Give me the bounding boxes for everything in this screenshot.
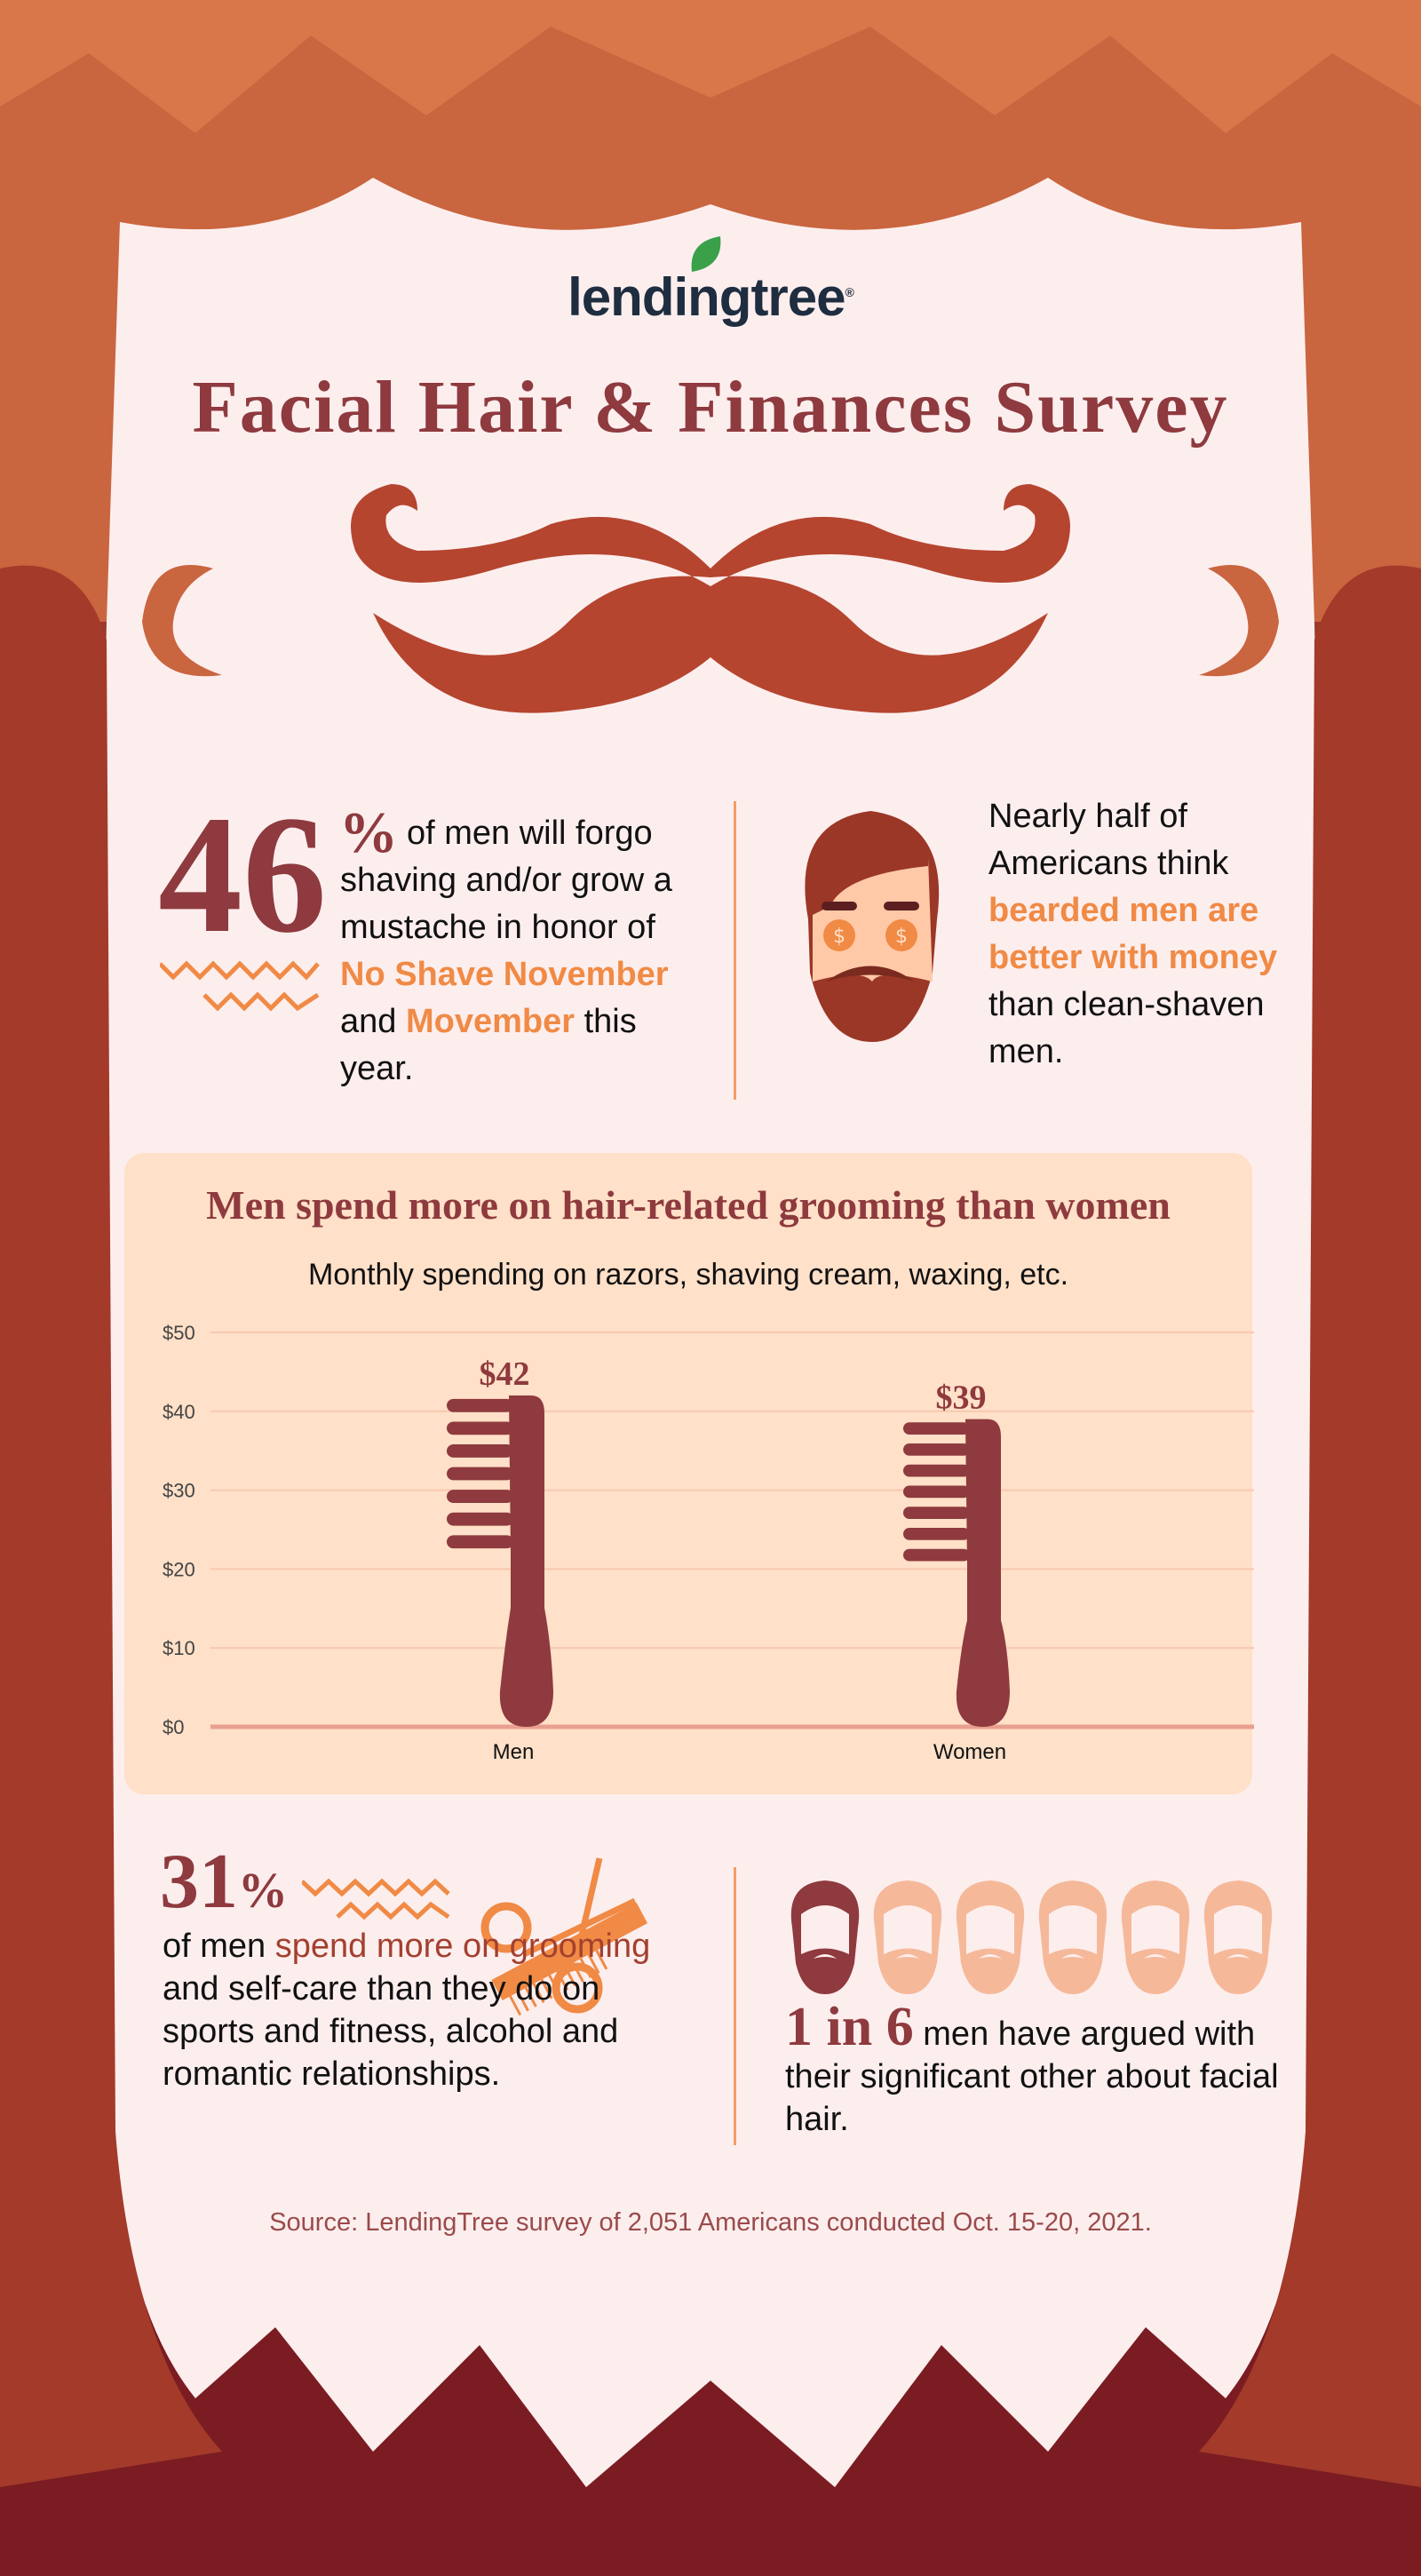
right-curl (1199, 565, 1279, 677)
y-tick-label: $30 (163, 1480, 195, 1502)
divider (734, 801, 736, 1100)
comb-tooth (447, 1421, 513, 1435)
comb-tooth (447, 1490, 513, 1504)
chart-title: Men spend more on hair-related grooming … (206, 1182, 1171, 1228)
comb-tooth (903, 1464, 970, 1477)
lendingtree-logo: lendingtree® (0, 236, 1421, 328)
bearded-face-icon (1121, 1880, 1190, 1994)
data-label: $42 (480, 1356, 530, 1393)
left-curl (142, 565, 222, 677)
bearded-face-icon (790, 1880, 860, 1994)
comb-tooth (903, 1485, 970, 1499)
stat-46-percent: % (339, 800, 398, 865)
svg-text:$: $ (895, 926, 908, 948)
comb-tooth (447, 1398, 513, 1412)
mustache-icon (351, 484, 1070, 713)
comb-tooth (447, 1535, 513, 1549)
comb-tooth (447, 1512, 513, 1526)
comb-bar-men (499, 1395, 553, 1727)
bearded-face-icon (1038, 1880, 1107, 1994)
stat-1in6-text: 1 in 6 men have argued with their signif… (785, 1997, 1279, 2138)
leaf-icon (691, 236, 721, 272)
x-category-label: Women (933, 1740, 1006, 1764)
comb-bar-women (956, 1419, 1010, 1727)
divider (734, 1867, 736, 2145)
comb-tooth (903, 1443, 970, 1456)
svg-text:$: $ (833, 926, 845, 948)
data-label: $39 (936, 1379, 987, 1417)
x-category-label: Men (493, 1740, 535, 1764)
scissors-comb-icon (480, 1857, 648, 2016)
chart-subtitle: Monthly spending on razors, shaving crea… (307, 1258, 1069, 1292)
source-note: Source: LendingTree survey of 2,051 Amer… (269, 2208, 1152, 2237)
page-title: Facial Hair & Finances Survey (192, 366, 1229, 449)
bearded-man-money-eyes-icon: $ $ (805, 811, 940, 1042)
y-tick-label: $10 (163, 1637, 195, 1659)
y-tick-label: $0 (163, 1716, 184, 1738)
stat-31-text: of men spend more on grooming and self-c… (163, 1928, 651, 2093)
chart-panel (124, 1153, 1252, 1794)
zigzag-icon (160, 960, 320, 1012)
stat-31-number: 31% (160, 1839, 288, 1925)
comb-tooth (903, 1422, 970, 1435)
stat-46-number: 46 (158, 782, 327, 968)
comb-tooth (447, 1444, 513, 1458)
stat-46-text: of men will forgo shaving and/or grow a … (340, 815, 672, 1087)
comb-tooth (447, 1467, 513, 1481)
y-tick-label: $40 (163, 1401, 195, 1423)
bearded-face-icon (956, 1880, 1025, 1994)
bearded-face-icon (873, 1880, 942, 1994)
y-tick-label: $50 (163, 1322, 195, 1344)
y-tick-label: $20 (163, 1558, 195, 1580)
bearded-face-icon (1203, 1880, 1273, 1994)
stat-beard-money-text: Nearly half of Americans think bearded m… (988, 798, 1278, 1070)
faces-row (785, 1879, 1282, 1999)
comb-tooth (903, 1548, 970, 1562)
comb-tooth (903, 1507, 970, 1520)
comb-tooth (903, 1527, 970, 1540)
zigzag-icon (302, 1878, 450, 1920)
